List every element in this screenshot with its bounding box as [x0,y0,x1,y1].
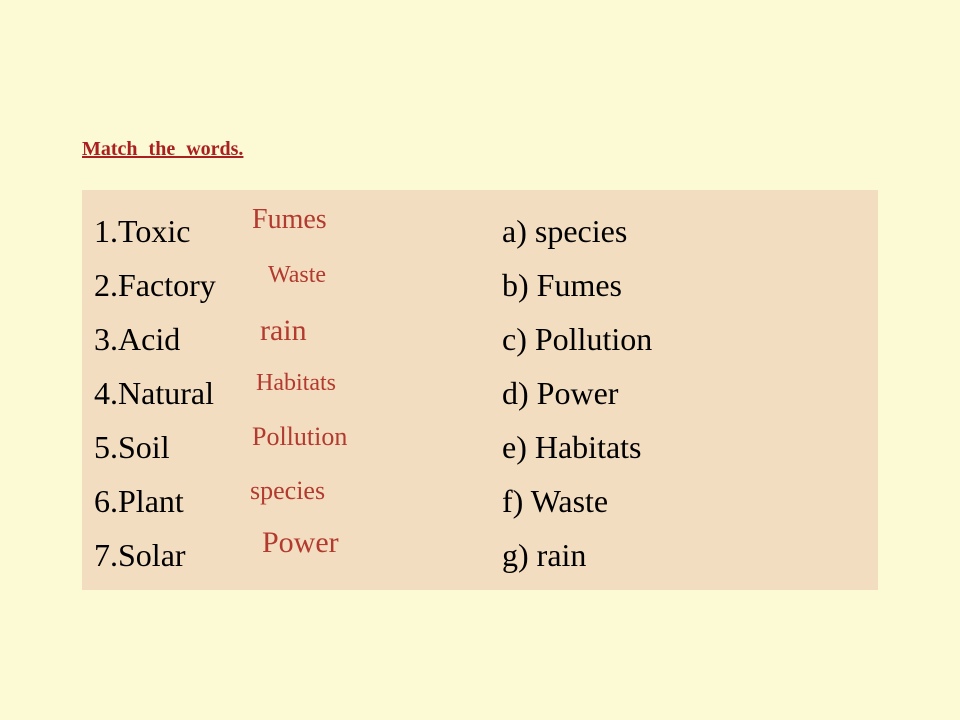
right-item-g: g) rain [502,528,652,582]
answer-7: Power [262,526,339,560]
answer-3: rain [260,314,307,348]
right-item-c: c) Pollution [502,312,652,366]
right-item-e: e) Habitats [502,420,652,474]
exercise-panel: 1.Toxic 2.Factory 3.Acid 4.Natural 5.Soi… [82,190,878,590]
left-column: 1.Toxic 2.Factory 3.Acid 4.Natural 5.Soi… [94,204,216,582]
left-item-1: 1.Toxic [94,204,216,258]
left-item-4: 4.Natural [94,366,216,420]
slide: Match the words. 1.Toxic 2.Factory 3.Aci… [0,0,960,720]
left-item-2: 2.Factory [94,258,216,312]
instruction-text: Match the words. [82,138,243,161]
left-item-5: 5.Soil [94,420,216,474]
left-item-3: 3.Acid [94,312,216,366]
answer-1: Fumes [252,204,327,236]
answer-2: Waste [268,262,326,289]
left-item-6: 6.Plant [94,474,216,528]
right-item-f: f) Waste [502,474,652,528]
right-column: a) species b) Fumes c) Pollution d) Powe… [502,204,652,582]
answer-4: Habitats [256,370,336,397]
right-item-a: a) species [502,204,652,258]
left-item-7: 7.Solar [94,528,216,582]
answer-6: species [250,476,325,506]
right-item-b: b) Fumes [502,258,652,312]
right-item-d: d) Power [502,366,652,420]
answer-5: Pollution [252,422,347,452]
